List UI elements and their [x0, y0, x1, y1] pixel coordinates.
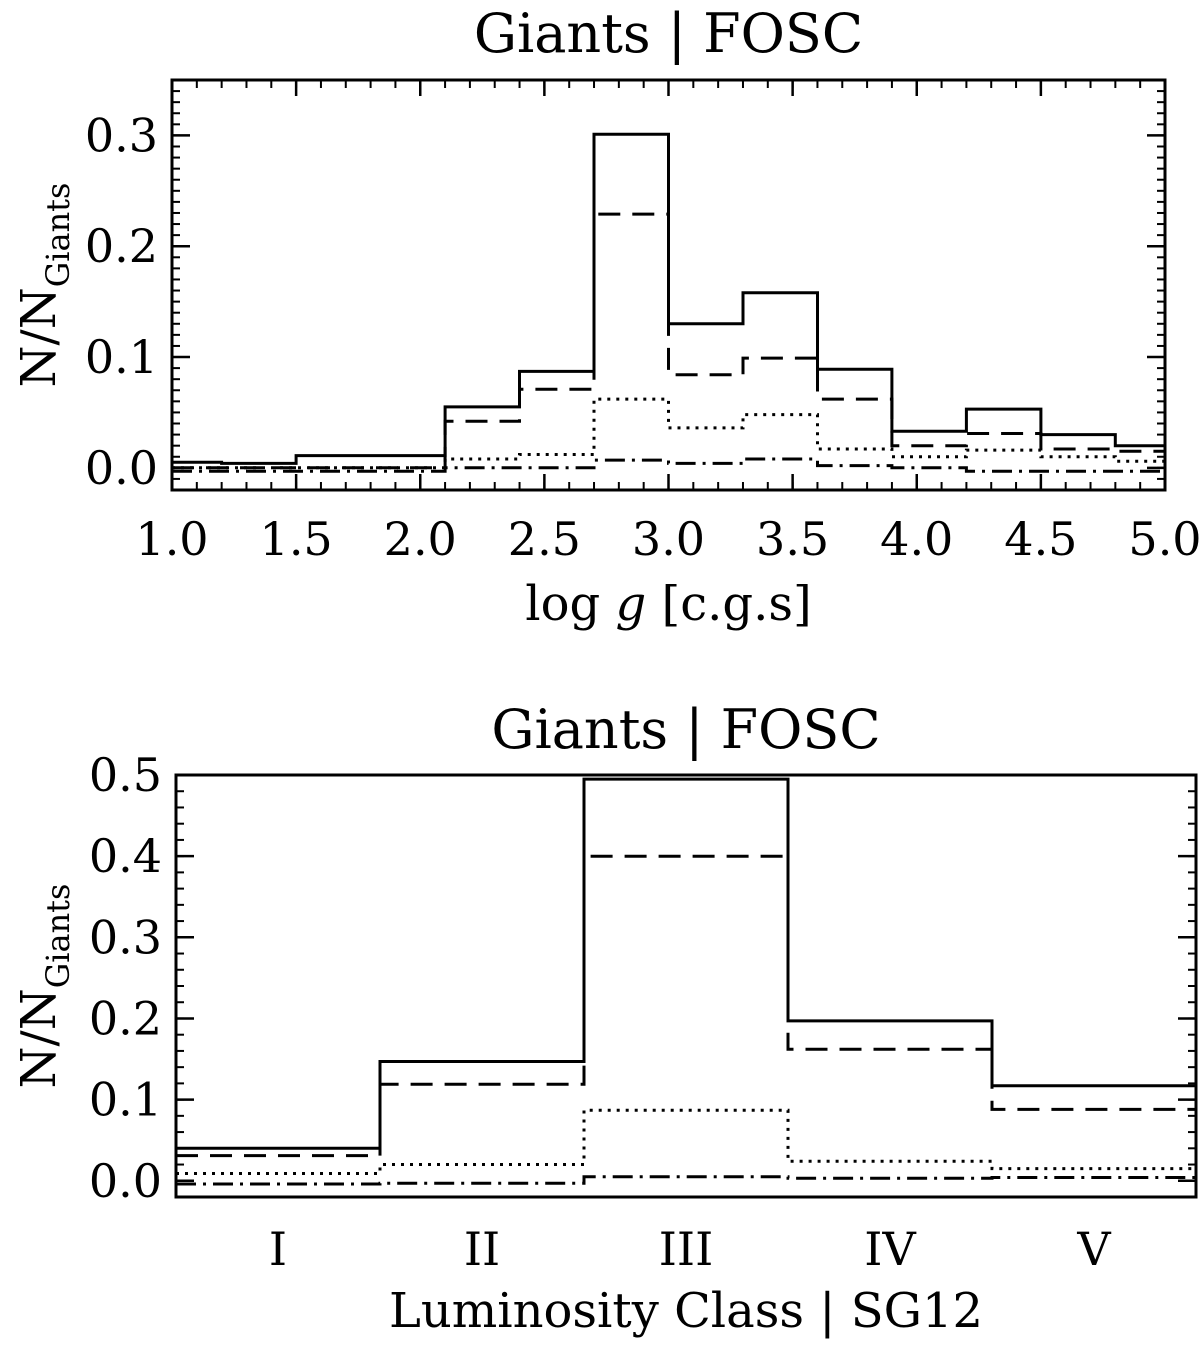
series-dashed	[172, 212, 1165, 470]
plot-frame	[174, 773, 1198, 1199]
x-tick-label: 2.0	[384, 512, 457, 566]
series-solid	[172, 132, 1165, 465]
x-tick-label: 5.0	[1128, 512, 1200, 566]
series-dashed	[176, 854, 1196, 1158]
x-tick-label: IV	[864, 1222, 916, 1276]
chart-title: Giants | FOSC	[474, 2, 863, 65]
x-tick-label: 1.0	[135, 512, 208, 566]
y-tick-label: 0.0	[89, 1154, 162, 1208]
x-tick-label: 4.0	[880, 512, 953, 566]
series-dash-dot	[176, 1175, 1196, 1186]
x-axis-label: Luminosity Class | SG12	[389, 1283, 983, 1339]
x-tick-label: 1.5	[260, 512, 333, 566]
x-tick-label: I	[269, 1222, 287, 1276]
x-tick-label: 3.0	[632, 512, 705, 566]
series-dash-dot	[172, 457, 1165, 473]
y-tick-label: 0.1	[89, 1073, 162, 1127]
x-tick-label: III	[659, 1222, 714, 1276]
x-tick-label: 4.5	[1004, 512, 1077, 566]
panel-log-g: Giants | FOSC 1.0 1.5 2.0 2.5 3.0 3.5 4.0 4.5 5.0…	[11, 2, 1200, 632]
series-dotted	[172, 397, 1165, 470]
x-tick-label: 3.5	[756, 512, 829, 566]
x-tick-label: V	[1076, 1222, 1111, 1276]
chart-title: Giants | FOSC	[491, 698, 880, 761]
y-tick-label: 0.5	[89, 748, 162, 802]
x-tick-label: 2.5	[508, 512, 581, 566]
y-axis-label: N/NGiants	[11, 183, 77, 388]
y-tick-label: 0.4	[89, 829, 162, 883]
y-tick-label: 0.2	[89, 991, 162, 1045]
series-solid	[176, 777, 1196, 1150]
y-tick-label: 0.3	[85, 108, 158, 162]
series-dotted	[176, 1108, 1196, 1175]
y-tick-label: 0.1	[85, 330, 158, 384]
y-tick-label: 0.3	[89, 910, 162, 964]
y-tick-label: 0.0	[85, 441, 158, 495]
y-axis-label: N/NGiants	[11, 884, 77, 1089]
x-axis-label: log g [c.g.s]	[525, 576, 811, 632]
x-tick-label: II	[464, 1222, 500, 1276]
y-tick-label: 0.2	[85, 219, 158, 273]
